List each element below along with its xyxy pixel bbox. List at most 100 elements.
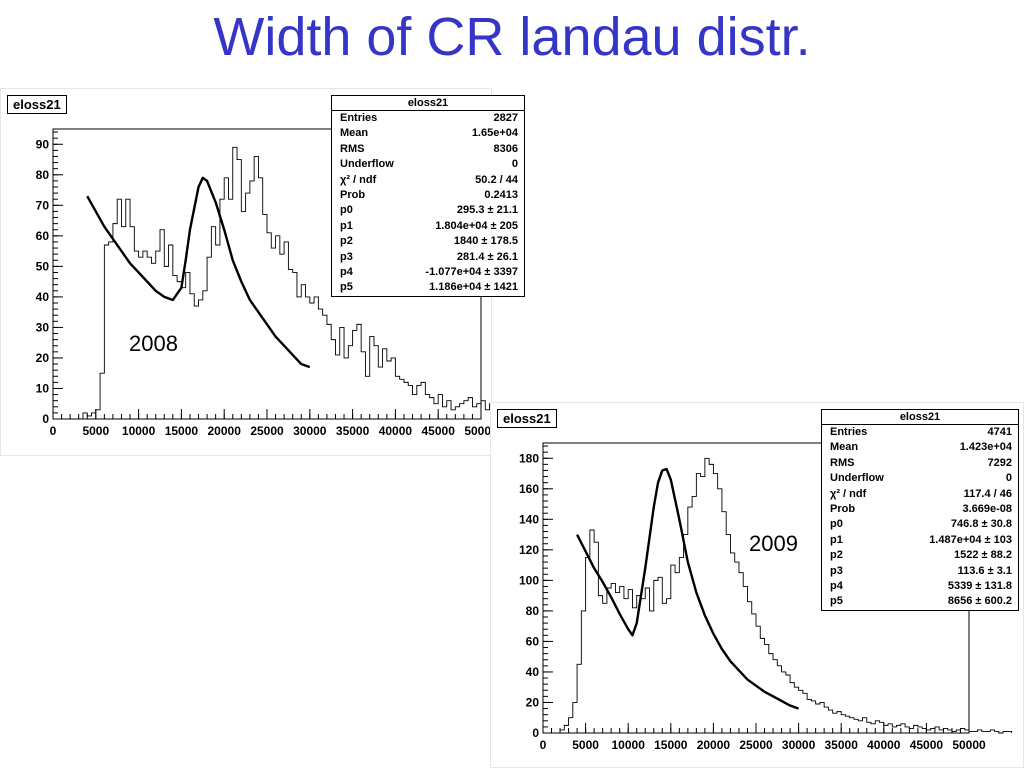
histogram-panel-2008: 0 10 20 30 40 50 60 70 80 90 0 5000 10000 15000 20000 2… [0,88,525,456]
y-tick-label: 60 [36,229,50,243]
stats-row-label: p3 [830,564,843,577]
stats-row-value: 5339 ± 131.8 [947,579,1012,592]
stats-row-label: χ² / ndf [830,487,867,500]
stats-row-label: Prob [340,188,366,201]
stats-row: Underflow 0 [332,157,524,172]
stats-row-value: 1840 ± 178.5 [453,235,518,248]
y-tick-label: 40 [526,665,540,679]
x-tick-label: 0 [50,424,57,438]
stats-row-label: Entries [830,426,868,438]
stats-row-value: 8656 ± 600.2 [947,595,1012,608]
y-tick-label: 180 [519,451,539,465]
stats-row-label: p2 [830,549,843,562]
stats-row-label: χ² / ndf [340,173,377,186]
stats-row: Underflow 0 [822,471,1018,486]
y-tick-label: 40 [36,290,50,304]
stats-row-label: RMS [340,142,365,155]
stats-row: p0 746.8 ± 30.8 [822,517,1018,532]
y-tick-label: 70 [36,198,50,212]
stats-box: eloss21 Entries 4741 Mean 1.423e+04 RMS 7292 Un… [821,409,1019,611]
stats-row-value: 3.669e-08 [962,502,1012,515]
stats-row-value: 4741 [987,426,1012,438]
x-tick-label: 20000 [208,424,242,438]
stats-row: p4 5339 ± 131.8 [822,579,1018,594]
x-tick-label: 35000 [336,424,370,438]
histogram-name-label: eloss21 [7,95,67,114]
stats-row-value: -1.077e+04 ± 3397 [425,265,518,278]
stats-row-value: 1.487e+04 ± 103 [929,533,1012,546]
stats-row-label: Mean [340,127,369,140]
x-tick-label: 50000 [464,424,491,438]
stats-row: p4 -1.077e+04 ± 3397 [332,265,524,280]
stats-row-label: p0 [340,204,353,217]
x-tick-label: 5000 [572,738,599,752]
x-tick-label: 30000 [293,424,327,438]
stats-row: Mean 1.423e+04 [822,440,1018,455]
x-tick-label: 50000 [952,738,986,752]
stats-title: eloss21 [332,96,524,111]
stats-row-label: p2 [340,235,353,248]
stats-row-label: p4 [340,265,353,278]
y-tick-label: 0 [42,412,49,426]
y-tick-label: 100 [519,573,539,587]
stats-row-value: 113.6 ± 3.1 [957,564,1012,577]
stats-row: p2 1840 ± 178.5 [332,234,524,249]
x-tick-label: 40000 [379,424,413,438]
y-tick-label: 80 [36,168,50,182]
stats-row: p1 1.804e+04 ± 205 [332,219,524,234]
y-tick-label: 50 [36,259,50,273]
stats-row: p5 1.186e+04 ± 1421 [332,280,524,295]
y-tick-label: 60 [526,634,540,648]
stats-row-label: p1 [830,533,843,546]
histogram-panel-2009: 0 20 40 60 80 100 120 140 160 180 0 5000 10000 15000 2… [490,402,1024,768]
histogram-name-label: eloss21 [497,409,557,428]
y-tick-label: 140 [519,512,539,526]
stats-row: p3 281.4 ± 26.1 [332,250,524,265]
stats-row: p2 1522 ± 88.2 [822,548,1018,563]
stats-row-value: 1522 ± 88.2 [953,549,1012,562]
x-tick-label: 45000 [910,738,944,752]
x-tick-label: 30000 [782,738,816,752]
stats-row-value: 2827 [493,112,518,124]
stats-row: Prob 3.669e-08 [822,502,1018,517]
stats-row-label: Entries [340,112,378,124]
stats-row: p1 1.487e+04 ± 103 [822,533,1018,548]
stats-row: Prob 0.2413 [332,188,524,203]
stats-row-label: p3 [340,250,353,263]
stats-row-label: p1 [340,219,353,232]
stats-row-label: RMS [830,456,855,469]
stats-row: p5 8656 ± 600.2 [822,594,1018,609]
stats-row: p0 295.3 ± 21.1 [332,203,524,218]
fit-curve [86,176,311,369]
stats-row-label: Underflow [830,472,884,485]
stats-row-label: Prob [830,502,856,515]
stats-row-value: 0.2413 [484,188,518,201]
stats-row: RMS 8306 [332,142,524,157]
x-tick-label: 10000 [612,738,646,752]
y-tick-label: 20 [526,695,540,709]
x-tick-label: 35000 [825,738,859,752]
x-tick-label: 10000 [122,424,156,438]
y-tick-label: 0 [532,726,539,740]
stats-row: RMS 7292 [822,456,1018,471]
x-tick-label: 25000 [739,738,773,752]
stats-row-value: 1.65e+04 [471,127,518,140]
y-tick-label: 30 [36,320,50,334]
stats-row-label: Underflow [340,158,394,171]
stats-row: χ² / ndf 117.4 / 46 [822,487,1018,502]
stats-row-value: 0 [511,158,518,171]
x-tick-label: 45000 [422,424,456,438]
stats-row-value: 295.3 ± 21.1 [456,204,518,217]
stats-row-label: p5 [340,281,353,294]
stats-row-value: 1.423e+04 [959,441,1012,454]
stats-row-value: 117.4 / 46 [963,487,1012,500]
stats-row-value: 281.4 ± 26.1 [456,250,518,263]
y-tick-label: 10 [36,381,50,395]
stats-row-value: 1.186e+04 ± 1421 [429,281,518,294]
histogram-series [543,457,1013,734]
x-tick-label: 20000 [697,738,731,752]
stats-row-label: p0 [830,518,843,531]
stats-row: Mean 1.65e+04 [332,126,524,141]
stats-row-value: 0 [1005,472,1012,485]
stats-row-value: 746.8 ± 30.8 [950,518,1012,531]
